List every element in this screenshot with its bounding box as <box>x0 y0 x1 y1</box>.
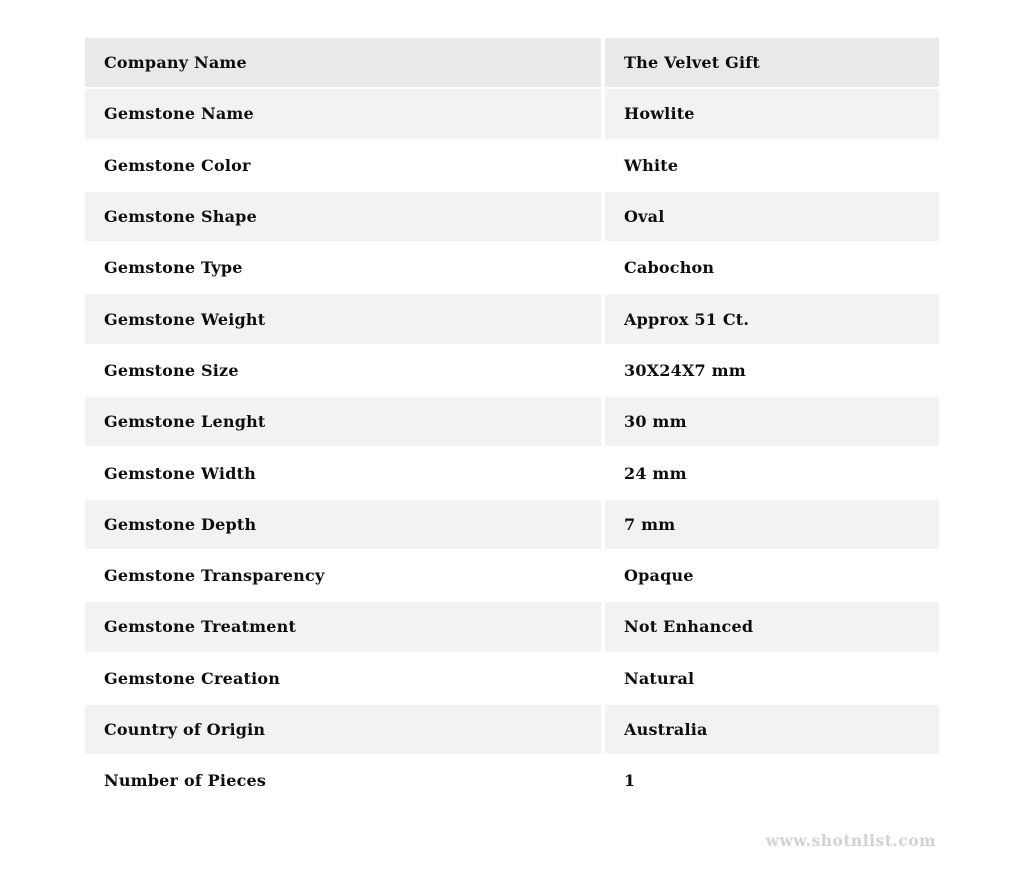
watermark-url: www.shotnlist.com <box>765 831 936 850</box>
spec-row-value: 7 mm <box>605 499 939 549</box>
spec-row-value: Howlite <box>605 89 939 139</box>
gemstone-spec-table: Company Name The Velvet Gift Gemstone Name… <box>85 38 939 806</box>
spec-row-value: The Velvet Gift <box>605 38 939 88</box>
spec-row-label: Gemstone Width <box>85 448 601 498</box>
spec-row-label: Gemstone Depth <box>85 499 601 549</box>
spec-row-label: Gemstone Weight <box>85 294 601 344</box>
spec-row-label: Company Name <box>85 38 601 88</box>
spec-row-value: 30 mm <box>605 397 939 447</box>
spec-row-value: Oval <box>605 191 939 242</box>
spec-row-value: Natural <box>605 653 939 703</box>
spec-row-label: Gemstone Size <box>85 345 601 396</box>
spec-row-value: 30X24X7 mm <box>605 345 939 396</box>
spec-row-label: Gemstone Lenght <box>85 397 601 447</box>
spec-row-label: Gemstone Color <box>85 140 601 190</box>
spec-row-label: Gemstone Creation <box>85 653 601 703</box>
spec-row-label: Gemstone Shape <box>85 191 601 242</box>
spec-row-value: 1 <box>605 756 939 806</box>
spec-row-label: Gemstone Name <box>85 89 601 139</box>
spec-row-value: 24 mm <box>605 448 939 498</box>
spec-row-value: White <box>605 140 939 190</box>
spec-row-value: Cabochon <box>605 243 939 293</box>
spec-row-label: Number of Pieces <box>85 756 601 806</box>
spec-row-label: Gemstone Transparency <box>85 550 601 601</box>
spec-row-label: Gemstone Type <box>85 243 601 293</box>
spec-row-value: Approx 51 Ct. <box>605 294 939 344</box>
spec-row-value: Australia <box>605 704 939 755</box>
spec-row-value: Not Enhanced <box>605 602 939 652</box>
spec-row-label: Country of Origin <box>85 704 601 755</box>
spec-row-label: Gemstone Treatment <box>85 602 601 652</box>
spec-row-value: Opaque <box>605 550 939 601</box>
